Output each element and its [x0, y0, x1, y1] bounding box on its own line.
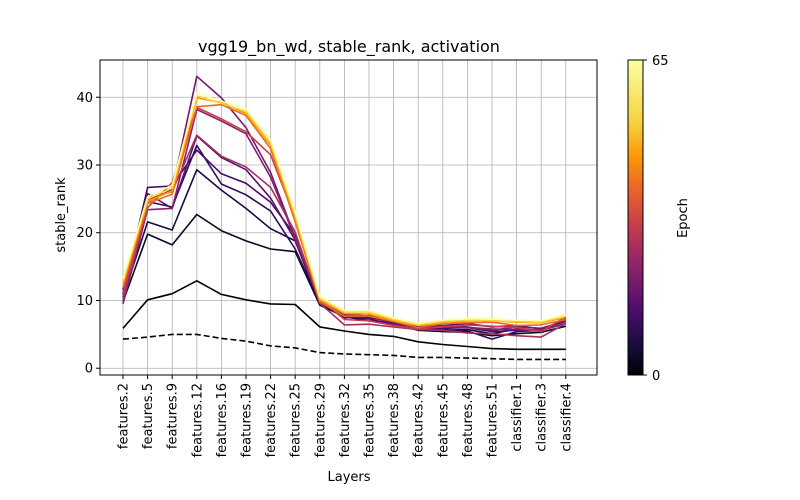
x-axis: features.2 features.5 features.9 features.1…: [117, 375, 574, 457]
x-tick-label: features.51: [486, 383, 501, 457]
x-tick-label: features.5: [141, 383, 156, 449]
x-tick-label: classifier.1: [510, 383, 525, 452]
x-axis-label: Layers: [327, 470, 370, 485]
x-tick-label: features.45: [436, 383, 451, 457]
y-tick-label: 20: [76, 226, 93, 241]
x-tick-label: features.25: [289, 383, 304, 457]
series-line-epoch-65: [122, 92, 566, 325]
x-tick-label: features.42: [412, 383, 427, 457]
y-tick-label: 40: [76, 91, 93, 106]
y-axis-label: stable_rank: [54, 177, 69, 253]
x-tick-label: features.12: [190, 383, 205, 457]
x-tick-label: classifier.4: [559, 383, 574, 452]
x-tick-label: features.19: [240, 383, 255, 457]
series-layer: [122, 75, 567, 361]
x-tick-label: features.29: [313, 383, 328, 457]
colorbar-min-label: 0: [652, 369, 660, 384]
colorbar-max-label: 65: [652, 54, 669, 69]
plot-frame: [99, 59, 598, 376]
y-tick-label: 10: [76, 294, 93, 309]
colorbar-gradient: [627, 59, 644, 376]
x-tick-label: features.2: [117, 383, 132, 449]
x-tick-label: features.48: [461, 383, 476, 457]
y-tick-label: 30: [76, 159, 93, 174]
x-tick-label: classifier.3: [535, 383, 550, 452]
x-tick-label: features.9: [166, 383, 181, 449]
series-line-epoch-1: [122, 279, 566, 351]
x-tick-label: features.16: [215, 383, 230, 457]
series-line-epoch-46: [122, 103, 566, 329]
x-tick-label: features.35: [363, 383, 378, 457]
colorbar: 65 0 Epoch: [627, 54, 691, 384]
y-axis: 0 10 20 30 40: [76, 91, 100, 377]
x-tick-label: features.38: [387, 383, 402, 457]
chart-title: vgg19_bn_wd, stable_rank, activation: [198, 37, 500, 57]
colorbar-label: Epoch: [676, 198, 691, 238]
series-line-epoch-32: [122, 134, 567, 338]
series-line-epoch-0: [122, 333, 566, 361]
x-tick-label: features.32: [338, 383, 353, 457]
y-tick-label: 0: [85, 362, 93, 377]
x-tick-label: features.22: [264, 383, 279, 457]
